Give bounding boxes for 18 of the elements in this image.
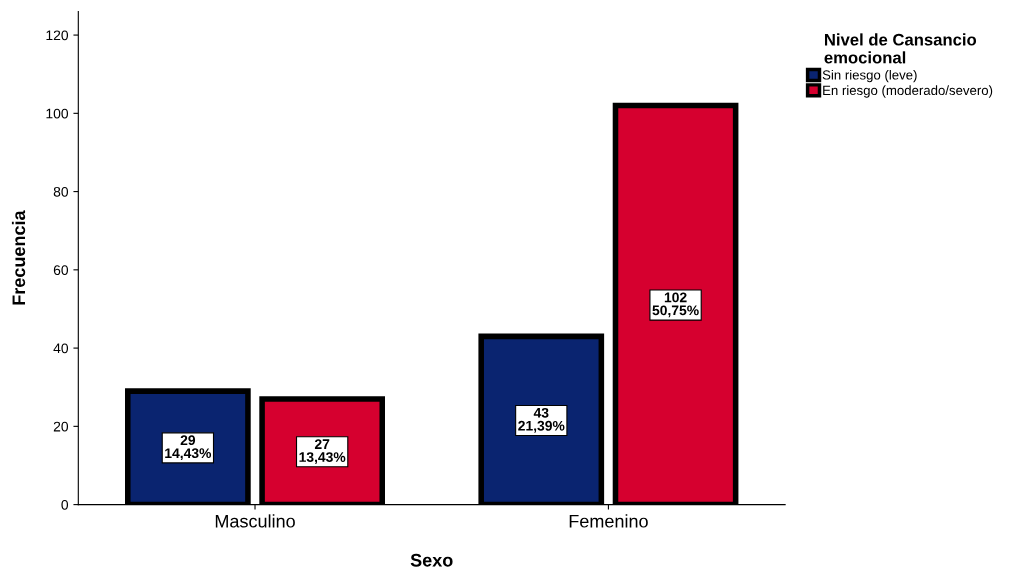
y-tick-label: 40 (53, 343, 69, 354)
y-tick-label: 80 (53, 186, 69, 197)
legend-label: Sin riesgo (leve) (822, 69, 917, 83)
y-tick-label: 100 (46, 108, 69, 119)
y-axis-title: Frecuencia (11, 210, 26, 305)
y-tick-label: 0 (61, 499, 69, 510)
y-tick-label: 60 (53, 265, 69, 276)
data-label: 27 13,43% (299, 439, 346, 464)
legend-label: En riesgo (moderado/severo) (823, 85, 993, 98)
y-tick-label: 120 (46, 30, 69, 41)
data-label: 43 21,39% (518, 407, 565, 433)
data-label: 102 50,75% (652, 292, 699, 318)
data-label: 29 14,43% (165, 435, 212, 461)
y-tick-label: 20 (53, 421, 69, 432)
x-tick-label: Femenino (569, 514, 648, 528)
legend-title: Nivel de Cansancio emocional (824, 33, 977, 64)
x-axis-title: Sexo (410, 553, 453, 567)
x-tick-label: Masculino (215, 514, 295, 528)
